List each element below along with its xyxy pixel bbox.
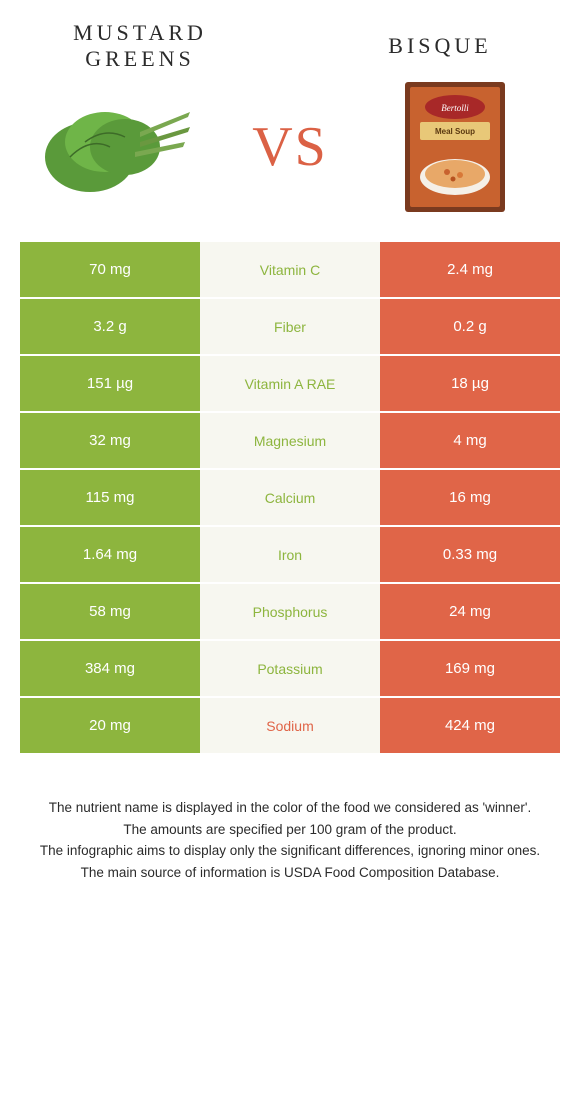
table-row: 3.2 gFiber0.2 g (20, 299, 560, 354)
left-value: 384 mg (20, 641, 200, 696)
svg-text:Meal Soup: Meal Soup (435, 127, 475, 136)
table-row: 1.64 mgIron0.33 mg (20, 527, 560, 582)
right-title: Bisque (340, 33, 540, 59)
footnote: The nutrient name is displayed in the co… (20, 798, 560, 818)
right-value: 18 µg (380, 356, 560, 411)
left-title: Mustard greens (40, 20, 240, 72)
left-value: 70 mg (20, 242, 200, 297)
vs-label: VS (252, 115, 328, 179)
leaf-icon (40, 87, 210, 207)
left-value: 58 mg (20, 584, 200, 639)
nutrient-label: Fiber (200, 299, 380, 354)
right-value: 24 mg (380, 584, 560, 639)
svg-text:Bertolli: Bertolli (441, 103, 469, 113)
table-row: 70 mgVitamin C2.4 mg (20, 242, 560, 297)
footnote: The amounts are specified per 100 gram o… (20, 820, 560, 840)
right-value: 424 mg (380, 698, 560, 753)
footer-notes: The nutrient name is displayed in the co… (20, 798, 560, 882)
image-row: VS Bertolli Meal Soup (0, 82, 580, 242)
soup-box-icon: Bertolli Meal Soup (395, 77, 515, 217)
left-value: 20 mg (20, 698, 200, 753)
nutrient-label: Magnesium (200, 413, 380, 468)
right-value: 16 mg (380, 470, 560, 525)
left-value: 1.64 mg (20, 527, 200, 582)
left-value: 3.2 g (20, 299, 200, 354)
right-value: 169 mg (380, 641, 560, 696)
right-value: 0.2 g (380, 299, 560, 354)
table-row: 32 mgMagnesium4 mg (20, 413, 560, 468)
nutrient-label: Phosphorus (200, 584, 380, 639)
nutrient-label: Sodium (200, 698, 380, 753)
nutrient-label: Vitamin C (200, 242, 380, 297)
footnote: The infographic aims to display only the… (20, 841, 560, 861)
left-value: 151 µg (20, 356, 200, 411)
footnote: The main source of information is USDA F… (20, 863, 560, 883)
right-value: 2.4 mg (380, 242, 560, 297)
table-row: 115 mgCalcium16 mg (20, 470, 560, 525)
left-value: 32 mg (20, 413, 200, 468)
nutrient-label: Potassium (200, 641, 380, 696)
nutrient-label: Iron (200, 527, 380, 582)
table-row: 20 mgSodium424 mg (20, 698, 560, 753)
right-value: 0.33 mg (380, 527, 560, 582)
bisque-image: Bertolli Meal Soup (370, 82, 540, 212)
table-row: 384 mgPotassium169 mg (20, 641, 560, 696)
table-row: 151 µgVitamin A RAE18 µg (20, 356, 560, 411)
mustard-greens-image (40, 82, 210, 212)
left-value: 115 mg (20, 470, 200, 525)
table-row: 58 mgPhosphorus24 mg (20, 584, 560, 639)
nutrient-label: Calcium (200, 470, 380, 525)
right-value: 4 mg (380, 413, 560, 468)
nutrient-label: Vitamin A RAE (200, 356, 380, 411)
nutrient-table: 70 mgVitamin C2.4 mg3.2 gFiber0.2 g151 µ… (20, 242, 560, 753)
header: Mustard greens Bisque (0, 0, 580, 82)
